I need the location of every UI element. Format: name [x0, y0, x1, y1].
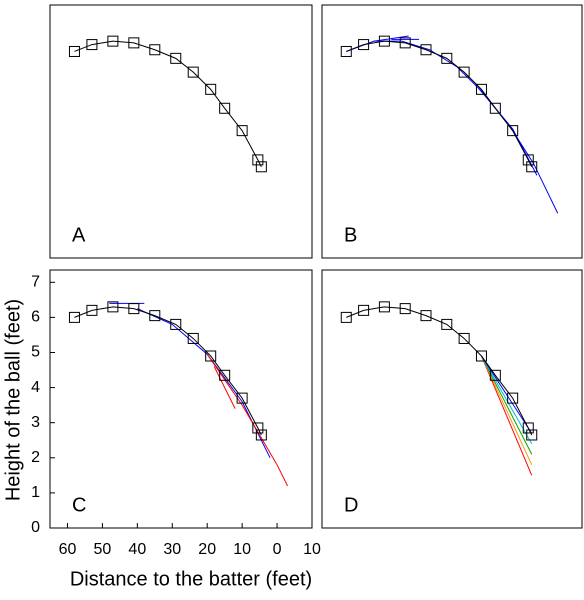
marker: [107, 35, 119, 47]
marker: [399, 37, 411, 49]
curve: [481, 355, 533, 476]
marker: [128, 37, 140, 49]
marker: [489, 369, 501, 381]
marker: [458, 66, 470, 78]
marker: [170, 52, 182, 64]
marker: [219, 102, 231, 114]
marker: [489, 102, 501, 114]
y-axis-label: Height of the ball (feet): [2, 299, 24, 501]
marker: [420, 310, 432, 322]
curve: [477, 87, 538, 176]
marker: [236, 392, 248, 404]
curve: [481, 355, 533, 466]
curve: [481, 355, 533, 434]
marker: [378, 301, 390, 313]
marker: [219, 369, 231, 381]
plot-frame: [321, 269, 583, 529]
curve: [346, 40, 533, 168]
y-tick-label: 7: [31, 274, 40, 291]
marker: [475, 83, 487, 95]
x-tick-label: 60: [59, 541, 77, 558]
x-tick-label: 30: [163, 541, 181, 558]
marker: [358, 39, 370, 51]
marker: [378, 35, 390, 47]
marker: [507, 125, 519, 137]
panel-label: D: [344, 494, 358, 516]
curve: [213, 366, 236, 409]
marker: [399, 303, 411, 315]
marker: [149, 310, 161, 322]
panel-label: A: [72, 224, 86, 246]
marker: [86, 39, 98, 51]
marker: [68, 45, 80, 57]
marker: [420, 44, 432, 56]
x-tick-label: 50: [94, 541, 112, 558]
marker: [522, 154, 534, 166]
marker: [86, 304, 98, 316]
plot-frame: [49, 269, 313, 529]
x-tick-label: 10: [303, 541, 321, 558]
marker: [107, 301, 119, 313]
curve: [346, 40, 559, 214]
curve: [74, 40, 262, 168]
marker: [441, 52, 453, 64]
marker: [252, 154, 264, 166]
marker: [255, 429, 267, 441]
marker: [236, 125, 248, 137]
y-tick-label: 3: [31, 414, 40, 431]
marker: [68, 311, 80, 323]
y-tick-label: 0: [31, 519, 40, 536]
y-tick-label: 4: [31, 379, 40, 396]
marker: [526, 429, 538, 441]
x-tick-label: 0: [273, 541, 282, 558]
marker: [255, 161, 267, 173]
curve: [137, 308, 271, 459]
curve: [346, 306, 533, 436]
x-tick-label: 20: [198, 541, 216, 558]
marker: [128, 303, 140, 315]
y-tick-label: 5: [31, 344, 40, 361]
marker: [187, 66, 199, 78]
marker: [507, 392, 519, 404]
marker: [205, 350, 217, 362]
curve: [481, 355, 533, 455]
curve: [481, 355, 533, 445]
y-tick-label: 1: [31, 484, 40, 501]
panel-label: C: [72, 494, 86, 516]
y-tick-label: 2: [31, 449, 40, 466]
marker: [340, 45, 352, 57]
marker: [358, 304, 370, 316]
plot-frame: [321, 4, 583, 259]
marker: [252, 422, 264, 434]
marker: [205, 83, 217, 95]
marker: [458, 332, 470, 344]
marker: [475, 350, 487, 362]
marker: [187, 332, 199, 344]
marker: [170, 318, 182, 330]
marker: [340, 311, 352, 323]
y-tick-label: 6: [31, 309, 40, 326]
panel-label: B: [344, 224, 357, 246]
x-tick-label: 40: [128, 541, 146, 558]
curve: [74, 306, 262, 436]
x-axis-label: Distance to the batter (feet): [70, 568, 312, 590]
marker: [149, 44, 161, 56]
marker: [441, 318, 453, 330]
marker: [522, 422, 534, 434]
plot-frame: [49, 4, 313, 259]
x-tick-label: 10: [233, 541, 251, 558]
marker: [526, 161, 538, 173]
curve: [206, 353, 288, 487]
